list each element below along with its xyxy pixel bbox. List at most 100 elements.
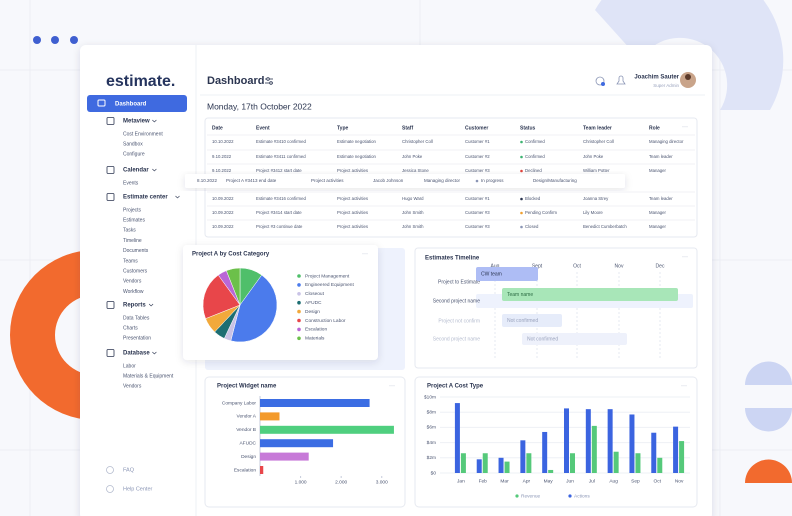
bar bbox=[260, 439, 334, 448]
table-cell: John Smith bbox=[402, 224, 424, 229]
bar bbox=[585, 409, 591, 473]
page-title: Dashboard bbox=[207, 75, 264, 87]
bar bbox=[635, 453, 641, 473]
table-cell: 10.10.2022 bbox=[212, 139, 234, 144]
table-cell: Declined bbox=[525, 168, 542, 173]
bar bbox=[548, 469, 554, 473]
nav-item[interactable]: Labor bbox=[123, 363, 136, 369]
table-cell: Confirmed bbox=[525, 154, 545, 159]
y-category-label: Vendor A bbox=[237, 414, 257, 420]
table-cell: Christopher Coll bbox=[583, 139, 614, 144]
nav-item[interactable]: Events bbox=[123, 180, 139, 186]
bar bbox=[476, 459, 482, 473]
card-menu: ··· bbox=[389, 384, 395, 390]
nav-item[interactable]: Materials & Equipment bbox=[123, 374, 174, 380]
table-cell: Christopher Coll bbox=[402, 139, 433, 144]
nav-section[interactable]: Estimate center bbox=[123, 195, 168, 201]
nav-caret bbox=[152, 168, 157, 172]
bar bbox=[564, 408, 569, 473]
y-tick-label: $4m bbox=[427, 440, 436, 446]
table-cell: Customer #3 bbox=[465, 210, 490, 215]
bar bbox=[498, 457, 504, 473]
logo: estimate. bbox=[106, 73, 175, 90]
table-cell: Estimate negotiation bbox=[337, 154, 377, 159]
footer-link[interactable]: Help Center bbox=[123, 486, 153, 492]
nav-item[interactable]: Timeline bbox=[123, 238, 142, 244]
bar bbox=[542, 431, 548, 473]
notification-icon[interactable] bbox=[595, 76, 605, 86]
nav-icon bbox=[106, 193, 115, 201]
table-cell: Project #3 continue date bbox=[256, 224, 303, 229]
table-cell: 10.09.2022 bbox=[212, 224, 234, 229]
table-menu: ··· bbox=[682, 125, 688, 131]
date-heading: Monday, 17th October 2022 bbox=[207, 101, 312, 111]
nav-item[interactable]: Teams bbox=[123, 258, 138, 264]
table-cell: Team leader bbox=[649, 196, 673, 201]
nav-item[interactable]: Projects bbox=[123, 207, 142, 213]
footer-icon bbox=[106, 466, 114, 474]
nav-section[interactable]: Database bbox=[123, 351, 150, 357]
nav-item[interactable]: Workflow bbox=[123, 289, 144, 295]
status-dot bbox=[520, 197, 523, 201]
legend-label: Construction Labor bbox=[305, 318, 346, 324]
bell-icon[interactable] bbox=[616, 75, 626, 85]
nav-section[interactable]: Metaview bbox=[123, 119, 150, 125]
active-nav-bg[interactable] bbox=[87, 95, 187, 112]
nav-item-active[interactable]: Dashboard bbox=[115, 102, 147, 108]
bar bbox=[260, 452, 309, 461]
y-category-label: Company Labor bbox=[222, 400, 257, 406]
nav-item[interactable]: Configure bbox=[123, 152, 145, 158]
nav-item[interactable]: Vendors bbox=[123, 384, 142, 390]
table-cell: Pending Confirm bbox=[525, 210, 557, 215]
card-menu: ··· bbox=[362, 252, 368, 258]
nav-item[interactable]: Charts bbox=[123, 326, 138, 332]
table-cell: Blocked bbox=[525, 196, 541, 201]
table-header: Type bbox=[337, 125, 349, 131]
x-tick-label: Jun bbox=[566, 478, 574, 484]
nav-item[interactable]: Estimates bbox=[123, 218, 145, 224]
nav-item[interactable]: Customers bbox=[123, 269, 148, 275]
table-cell: Hugo Ward bbox=[402, 196, 424, 201]
nav-item[interactable]: Sandbox bbox=[123, 142, 143, 148]
bar bbox=[260, 412, 280, 421]
decor-dot bbox=[51, 36, 59, 44]
nav-caret bbox=[148, 303, 154, 307]
nav-item[interactable]: Cost Environment bbox=[123, 131, 163, 137]
timeline-bar-label: CW team bbox=[481, 271, 502, 277]
decor-dot bbox=[33, 36, 41, 44]
timeline-bar bbox=[502, 314, 562, 327]
nav-caret bbox=[152, 351, 157, 355]
table-cell: Customer #3 bbox=[465, 224, 490, 229]
y-category-label: AFUDC bbox=[239, 440, 256, 446]
nav-section[interactable]: Calendar bbox=[123, 168, 149, 174]
table-cell: 10.09.2022 bbox=[212, 210, 234, 215]
bar bbox=[260, 425, 394, 434]
card-menu: ··· bbox=[682, 255, 688, 261]
legend-label: Closeout bbox=[305, 291, 325, 297]
x-tick-label: 2.000 bbox=[335, 479, 347, 485]
filter-icon[interactable] bbox=[265, 77, 273, 85]
notification-badge bbox=[601, 82, 605, 86]
legend-swatch bbox=[297, 292, 301, 296]
nav-item[interactable]: Tasks bbox=[123, 228, 136, 234]
timeline-row-label: Project not confirm bbox=[438, 318, 480, 324]
table-cell: Benedict Cumberbatch bbox=[583, 224, 627, 229]
nav-item[interactable]: Documents bbox=[123, 248, 149, 254]
nav-item[interactable]: Data Tables bbox=[123, 315, 150, 321]
nav-section[interactable]: Reports bbox=[123, 303, 146, 309]
nav-icon bbox=[97, 99, 106, 107]
timeline-bar-label: Team name bbox=[507, 292, 533, 298]
x-tick-label: 1.000 bbox=[295, 479, 307, 485]
nav-item[interactable]: Vendors bbox=[123, 279, 142, 285]
y-tick-label: $0 bbox=[431, 470, 437, 476]
footer-link[interactable]: FAQ bbox=[123, 467, 135, 473]
status-dot bbox=[520, 225, 523, 229]
table-cell: Project activities bbox=[337, 168, 368, 173]
nav-item[interactable]: Presentation bbox=[123, 336, 151, 342]
card-menu: ··· bbox=[681, 384, 687, 390]
chart-card bbox=[414, 376, 698, 508]
bar bbox=[460, 453, 466, 473]
highlight-cell: Jacob Johnson bbox=[373, 178, 404, 183]
table-cell: Jessica Stone bbox=[402, 168, 429, 173]
